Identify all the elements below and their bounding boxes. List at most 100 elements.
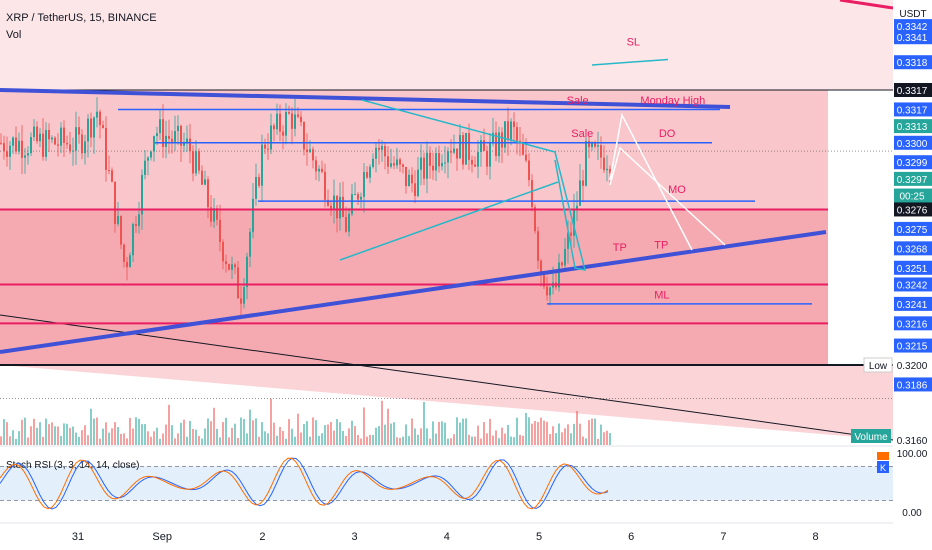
- volume-bar: [480, 438, 482, 445]
- candle-body: [12, 137, 14, 146]
- candle-body: [351, 194, 353, 214]
- candle-body: [3, 143, 5, 152]
- volume-bar: [222, 422, 224, 445]
- price-badge: [894, 119, 932, 134]
- candle-body: [381, 146, 383, 150]
- candle-body: [516, 127, 518, 141]
- candle-body: [480, 140, 482, 153]
- volume-bar: [126, 438, 128, 445]
- price-badge: [894, 260, 932, 275]
- candle-body: [600, 145, 602, 158]
- time-tick-label: Sep: [152, 531, 172, 543]
- candle-body: [423, 157, 425, 179]
- candle-body: [444, 162, 446, 164]
- candle-body: [363, 171, 365, 197]
- volume-bar: [456, 417, 458, 445]
- k-badge-label: K: [880, 463, 886, 473]
- volume-bar: [585, 438, 587, 445]
- volume-bar: [51, 422, 53, 445]
- candle-body: [51, 137, 53, 140]
- volume-bar: [144, 424, 146, 445]
- price-badge: [894, 296, 932, 311]
- volume-bar: [603, 432, 605, 445]
- volume-bar: [471, 436, 473, 445]
- volume-bar: [336, 419, 338, 445]
- triangle-lower-edge: [339, 181, 559, 261]
- candle-body: [540, 260, 542, 276]
- volume-bar: [408, 436, 410, 445]
- volume-bar: [225, 417, 227, 445]
- volume-bar: [330, 421, 332, 445]
- price-badge-text: 0.3215: [897, 342, 928, 353]
- candle-body: [420, 157, 422, 170]
- volume-bar: [102, 428, 104, 445]
- volume-bar: [303, 424, 305, 445]
- volume-bar: [165, 424, 167, 445]
- candle-body: [42, 133, 44, 157]
- candle-body: [300, 116, 302, 123]
- volume-bar: [393, 422, 395, 445]
- stoch-rsi-pane: Stoch RSI (3, 3, 14, 14, close) K 100.00 0.…: [0, 445, 928, 519]
- volume-bar: [441, 421, 443, 445]
- candle-body: [378, 147, 380, 150]
- volume-bar: [609, 433, 611, 445]
- candle-body: [0, 142, 2, 144]
- candle-body: [114, 181, 116, 224]
- candle-body: [135, 223, 137, 227]
- candle-body: [126, 261, 128, 268]
- candle-body: [492, 132, 494, 143]
- volume-bar: [171, 425, 173, 445]
- volume-bar: [210, 421, 212, 445]
- price-badge-text: 0.3341: [897, 33, 928, 44]
- volume-bar: [531, 423, 533, 445]
- volume-bar: [75, 432, 77, 445]
- stoch-series-line: [0, 457, 609, 510]
- candle-body: [198, 151, 200, 171]
- time-tick-label: 2: [259, 531, 265, 543]
- upper-zone: [0, 0, 893, 90]
- candle-body: [348, 213, 350, 232]
- candle-body: [174, 131, 176, 142]
- volume-bar: [474, 436, 476, 445]
- volume-bar: [156, 427, 158, 445]
- annotation-label: SL: [627, 37, 640, 49]
- volume-bar: [414, 428, 416, 445]
- volume-bar: [588, 420, 590, 445]
- candle-body: [288, 111, 290, 114]
- volume-bar: [279, 426, 281, 445]
- candle-body: [171, 138, 173, 142]
- volume-bar: [186, 436, 188, 445]
- volume-bar: [219, 437, 221, 445]
- candle-body: [597, 145, 599, 147]
- volume-bar: [507, 424, 509, 445]
- price-badge-text: 0.3216: [897, 319, 928, 330]
- candle-body: [324, 171, 326, 200]
- candle-body: [18, 140, 20, 152]
- volume-bar: [69, 427, 71, 445]
- volume-bar: [264, 431, 266, 445]
- candle-body: [321, 168, 323, 172]
- time-tick-label: 3: [352, 531, 358, 543]
- candle-body: [255, 176, 257, 199]
- candle-body: [216, 208, 218, 220]
- volume-bar: [510, 436, 512, 445]
- candle-body: [495, 132, 497, 157]
- volume-bar: [513, 437, 515, 445]
- candle-body: [366, 171, 368, 178]
- candle-body: [54, 137, 56, 145]
- price-badge: [894, 55, 932, 70]
- volume-bar: [57, 426, 59, 445]
- volume-bar: [390, 423, 392, 445]
- candle-body: [237, 267, 239, 299]
- volume-bar: [504, 433, 506, 445]
- volume-bar: [528, 417, 530, 445]
- volume-bar: [66, 423, 68, 445]
- volume-bar: [582, 436, 584, 445]
- volume-bar: [426, 428, 428, 445]
- candle-body: [303, 122, 305, 150]
- volume-bar: [267, 433, 269, 445]
- candle-body: [330, 205, 332, 209]
- candle-body: [231, 264, 233, 270]
- candle-body: [120, 216, 122, 245]
